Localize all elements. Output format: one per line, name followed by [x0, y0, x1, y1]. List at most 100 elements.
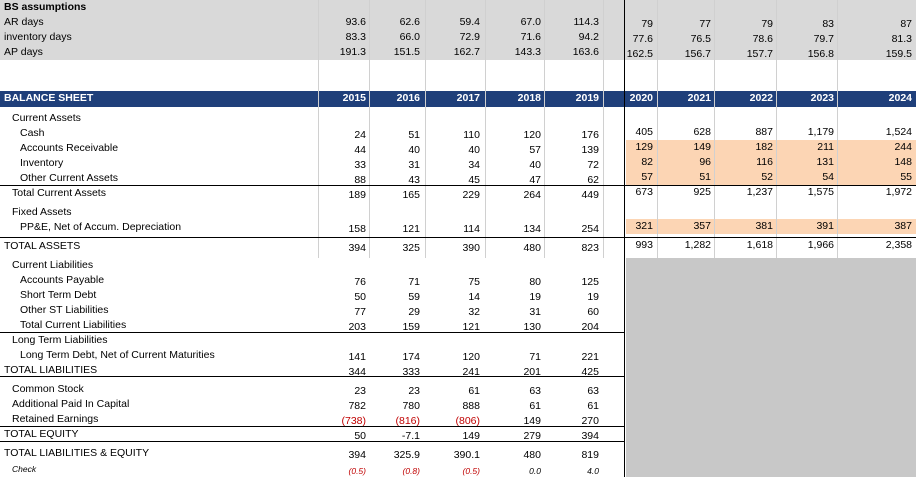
value-cell[interactable]: 32 — [468, 306, 480, 318]
value-cell[interactable]: 40 — [468, 144, 480, 156]
value-cell[interactable]: 2,358 — [885, 239, 912, 251]
assumption-cell[interactable]: 191.3 — [339, 46, 366, 58]
value-cell[interactable]: 480 — [523, 449, 541, 461]
value-cell[interactable]: 993 — [635, 239, 653, 251]
value-cell[interactable]: 61 — [468, 385, 480, 397]
value-cell[interactable]: 120 — [523, 129, 541, 141]
value-cell[interactable]: 34 — [468, 159, 480, 171]
value-cell[interactable]: 121 — [462, 321, 480, 333]
value-cell[interactable]: 819 — [581, 449, 599, 461]
value-cell[interactable]: 189 — [348, 189, 366, 201]
value-cell[interactable]: 204 — [581, 321, 599, 333]
value-cell[interactable]: 29 — [408, 306, 420, 318]
value-cell[interactable]: 116 — [756, 156, 773, 168]
value-cell[interactable]: 134 — [523, 223, 541, 235]
value-cell[interactable]: 176 — [581, 129, 599, 141]
value-cell[interactable]: 887 — [755, 126, 773, 138]
value-cell[interactable]: 141 — [348, 351, 366, 363]
value-cell[interactable]: 54 — [822, 171, 834, 183]
assumption-cell[interactable]: 66.0 — [399, 31, 420, 43]
value-cell[interactable]: 120 — [462, 351, 480, 363]
value-cell[interactable]: 19 — [587, 291, 599, 303]
value-cell[interactable]: 52 — [761, 171, 773, 183]
value-cell[interactable]: 110 — [463, 129, 480, 141]
value-cell[interactable]: 1,179 — [807, 126, 834, 138]
value-cell[interactable]: 357 — [693, 220, 711, 232]
value-cell[interactable]: 321 — [635, 220, 653, 232]
assumption-cell[interactable]: 79 — [761, 18, 773, 30]
value-cell[interactable]: 44 — [354, 144, 366, 156]
value-cell[interactable]: 244 — [894, 141, 912, 153]
value-cell[interactable]: 1,618 — [746, 239, 773, 251]
value-cell[interactable]: 394 — [348, 449, 366, 461]
value-cell[interactable]: 72 — [587, 159, 599, 171]
value-cell[interactable]: 43 — [408, 174, 420, 186]
value-cell[interactable]: 114 — [463, 223, 480, 235]
value-cell[interactable]: 174 — [402, 351, 420, 363]
value-cell[interactable]: 254 — [581, 223, 599, 235]
value-cell[interactable]: 125 — [581, 276, 599, 288]
value-cell[interactable]: 88 — [354, 174, 366, 186]
value-cell[interactable]: 165 — [402, 189, 420, 201]
value-cell[interactable]: 780 — [402, 400, 420, 412]
value-cell[interactable]: 425 — [581, 366, 599, 378]
value-cell[interactable]: 229 — [462, 189, 480, 201]
value-cell[interactable]: (816) — [395, 415, 420, 427]
value-cell[interactable]: 50 — [354, 430, 366, 442]
value-cell[interactable]: (806) — [455, 415, 480, 427]
value-cell[interactable]: 45 — [468, 174, 480, 186]
value-cell[interactable]: 1,237 — [746, 186, 773, 198]
value-cell[interactable]: 23 — [354, 385, 366, 397]
value-cell[interactable]: 387 — [894, 220, 912, 232]
value-cell[interactable]: 62 — [587, 174, 599, 186]
assumption-cell[interactable]: 94.2 — [578, 31, 599, 43]
value-cell[interactable]: 33 — [354, 159, 366, 171]
value-cell[interactable]: 390 — [462, 242, 480, 254]
value-cell[interactable]: 673 — [635, 186, 653, 198]
assumption-cell[interactable]: 62.6 — [399, 16, 420, 28]
value-cell[interactable]: 149 — [462, 430, 480, 442]
value-cell[interactable]: 0.0 — [529, 466, 541, 476]
value-cell[interactable]: 51 — [408, 129, 420, 141]
value-cell[interactable]: 241 — [462, 366, 480, 378]
value-cell[interactable]: 47 — [529, 174, 541, 186]
value-cell[interactable]: 391 — [816, 220, 834, 232]
value-cell[interactable]: 394 — [581, 430, 599, 442]
value-cell[interactable]: 325.9 — [393, 449, 420, 461]
assumption-cell[interactable]: 83.3 — [345, 31, 366, 43]
value-cell[interactable]: 96 — [699, 156, 711, 168]
value-cell[interactable]: 149 — [523, 415, 541, 427]
value-cell[interactable]: 148 — [894, 156, 912, 168]
value-cell[interactable]: 51 — [699, 171, 711, 183]
value-cell[interactable]: 130 — [523, 321, 541, 333]
assumption-cell[interactable]: 157.7 — [746, 48, 773, 60]
value-cell[interactable]: 1,524 — [885, 126, 912, 138]
assumption-cell[interactable]: 72.9 — [459, 31, 480, 43]
assumption-cell[interactable]: 162.5 — [626, 48, 653, 60]
value-cell[interactable]: 1,575 — [807, 186, 834, 198]
value-cell[interactable]: 264 — [523, 189, 541, 201]
value-cell[interactable]: 23 — [408, 385, 420, 397]
assumption-cell[interactable]: 159.5 — [885, 48, 912, 60]
value-cell[interactable]: 221 — [581, 351, 599, 363]
value-cell[interactable]: (0.5) — [348, 466, 366, 476]
value-cell[interactable]: 63 — [529, 385, 541, 397]
value-cell[interactable]: 71 — [529, 351, 541, 363]
assumption-cell[interactable]: 79 — [641, 18, 653, 30]
value-cell[interactable]: 76 — [354, 276, 366, 288]
value-cell[interactable]: (738) — [341, 415, 366, 427]
value-cell[interactable]: 55 — [900, 171, 912, 183]
assumption-cell[interactable]: 163.6 — [572, 46, 599, 58]
value-cell[interactable]: 628 — [693, 126, 711, 138]
assumption-cell[interactable]: 87 — [900, 18, 912, 30]
assumption-cell[interactable]: 93.6 — [345, 16, 366, 28]
assumption-cell[interactable]: 83 — [822, 18, 834, 30]
value-cell[interactable]: 159 — [402, 321, 420, 333]
value-cell[interactable]: 344 — [348, 366, 366, 378]
value-cell[interactable]: 40 — [529, 159, 541, 171]
value-cell[interactable]: 823 — [581, 242, 599, 254]
assumption-cell[interactable]: 162.7 — [453, 46, 480, 58]
assumption-cell[interactable]: 78.6 — [752, 33, 773, 45]
value-cell[interactable]: 59 — [408, 291, 420, 303]
assumption-cell[interactable]: 143.3 — [514, 46, 541, 58]
